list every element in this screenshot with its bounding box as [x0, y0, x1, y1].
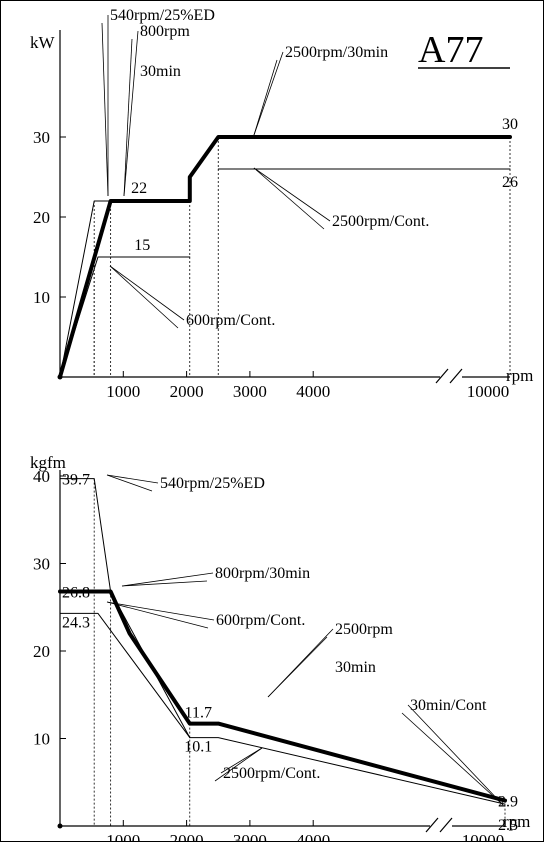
power-leader-line — [109, 265, 185, 321]
torque-value-label: 10.1 — [184, 739, 212, 756]
torque-series-line-4 — [189, 737, 506, 805]
torque-leader-line — [220, 747, 263, 774]
torque-axis-break-2 — [439, 817, 453, 833]
torque-leader-line — [267, 636, 328, 698]
power-x-tick-label: 4000 — [296, 382, 330, 401]
power-y-tick-label: 10 — [33, 288, 50, 307]
power-annotation: 2500rpm/Cont. — [332, 213, 429, 230]
power-series-line-1 — [58, 135, 512, 379]
power-x-unit: rpm — [506, 366, 533, 385]
torque-x-tick-label: 3000 — [233, 831, 267, 842]
torque-annotation: 540rpm/25%ED — [160, 475, 265, 492]
model-badge: A77 — [418, 29, 483, 71]
torque-leader-line — [106, 474, 159, 484]
power-x-tick-label: 10000 — [467, 382, 510, 401]
power-series — [57, 135, 512, 380]
power-value-label: 26 — [502, 174, 518, 191]
torque-leader-line — [407, 704, 504, 806]
torque-series-line-3 — [59, 612, 191, 739]
torque-leader-line — [106, 474, 153, 492]
torque-series-line-2 — [59, 478, 191, 739]
power-guides — [93, 137, 511, 377]
torque-guides — [93, 478, 506, 826]
power-origin-point — [57, 374, 63, 380]
power-annotation: 540rpm/25%ED — [110, 7, 215, 24]
torque-series — [57, 478, 507, 829]
power-leader-line — [109, 265, 179, 329]
torque-leader-line — [214, 747, 263, 782]
power-series-line-3 — [59, 256, 191, 378]
torque-x-tick-label: 1000 — [106, 831, 140, 842]
power-leader-line — [123, 30, 139, 197]
power-axis-break-2 — [449, 368, 463, 384]
power-leader-line — [123, 38, 133, 197]
torque-chart: kgfm rpm 10 20 30 40 1000 2000 3000 4000 10000 3… — [30, 453, 530, 842]
power-leader-line — [253, 51, 284, 136]
power-y-unit: kW — [30, 33, 56, 52]
power-series-line-2 — [59, 200, 112, 378]
torque-annotation: 2500rpm — [335, 621, 393, 638]
power-y-tick-label: 20 — [33, 208, 50, 227]
torque-annotations: 39.7 26.8 24.3 11.7 10.1 2.9 2.5 540rpm/25%ED 80… — [62, 472, 518, 835]
torque-annotation: 30min/Cont — [410, 697, 487, 714]
torque-y-tick-label: 20 — [33, 642, 50, 661]
power-x-tick-label: 3000 — [233, 382, 267, 401]
power-leader-line — [253, 167, 331, 222]
torque-ticks: 10 20 30 40 1000 2000 3000 4000 10000 — [33, 467, 504, 842]
torque-y-unit: kgfm — [30, 453, 66, 472]
torque-leader-line — [401, 712, 504, 806]
torque-y-tick-label: 10 — [33, 730, 50, 749]
power-chart: kW A77 rpm 10 20 30 1000 2000 3000 4000 10000 2… — [30, 7, 533, 401]
power-value-label: 30 — [502, 116, 518, 133]
torque-annotation: 600rpm/Cont. — [216, 612, 305, 629]
torque-y-tick-label: 30 — [33, 555, 50, 574]
torque-leader-line — [106, 601, 215, 621]
power-leader-line — [253, 167, 325, 230]
power-value-label: 22 — [131, 180, 147, 197]
power-annotation: 2500rpm/30min — [285, 44, 388, 61]
torque-x-tick-label: 4000 — [296, 831, 330, 842]
torque-value-label: 24.3 — [62, 614, 90, 631]
torque-value-label: 2.5 — [498, 817, 518, 834]
power-leader-line — [253, 59, 278, 136]
torque-x-unit: rpm — [503, 812, 530, 831]
power-axis-break-1 — [435, 368, 449, 384]
torque-x-tick-label: 2000 — [170, 831, 204, 842]
torque-leader-line — [121, 572, 214, 587]
torque-leader-line — [106, 601, 209, 629]
power-leader-line — [101, 22, 109, 197]
torque-annotation-line2: 30min — [335, 659, 376, 676]
torque-value-label: 26.8 — [62, 585, 90, 602]
torque-axes — [59, 470, 505, 833]
power-ticks: 10 20 30 1000 2000 3000 4000 10000 — [33, 128, 509, 401]
torque-series-line-1 — [58, 589, 507, 803]
power-value-label: 15 — [134, 237, 150, 254]
torque-value-label: 39.7 — [62, 472, 90, 489]
torque-axis-break-1 — [425, 817, 439, 833]
power-axes — [59, 30, 510, 384]
power-annotation: 800rpm — [140, 23, 190, 40]
torque-origin-point — [57, 823, 63, 829]
power-annotation-line2: 30min — [140, 63, 181, 80]
power-x-tick-label: 2000 — [170, 382, 204, 401]
torque-annotation: 2500rpm/Cont. — [223, 765, 320, 782]
power-annotation: 600rpm/Cont. — [186, 312, 275, 329]
torque-x-tick-label: 10000 — [462, 831, 505, 842]
torque-y-tick-label: 40 — [33, 467, 50, 486]
torque-leader-line — [121, 580, 208, 587]
torque-value-label: 11.7 — [185, 705, 212, 722]
torque-value-label: 2.9 — [498, 794, 518, 811]
power-y-tick-label: 30 — [33, 128, 50, 147]
torque-annotation: 800rpm/30min — [215, 565, 310, 582]
power-x-tick-label: 1000 — [106, 382, 140, 401]
